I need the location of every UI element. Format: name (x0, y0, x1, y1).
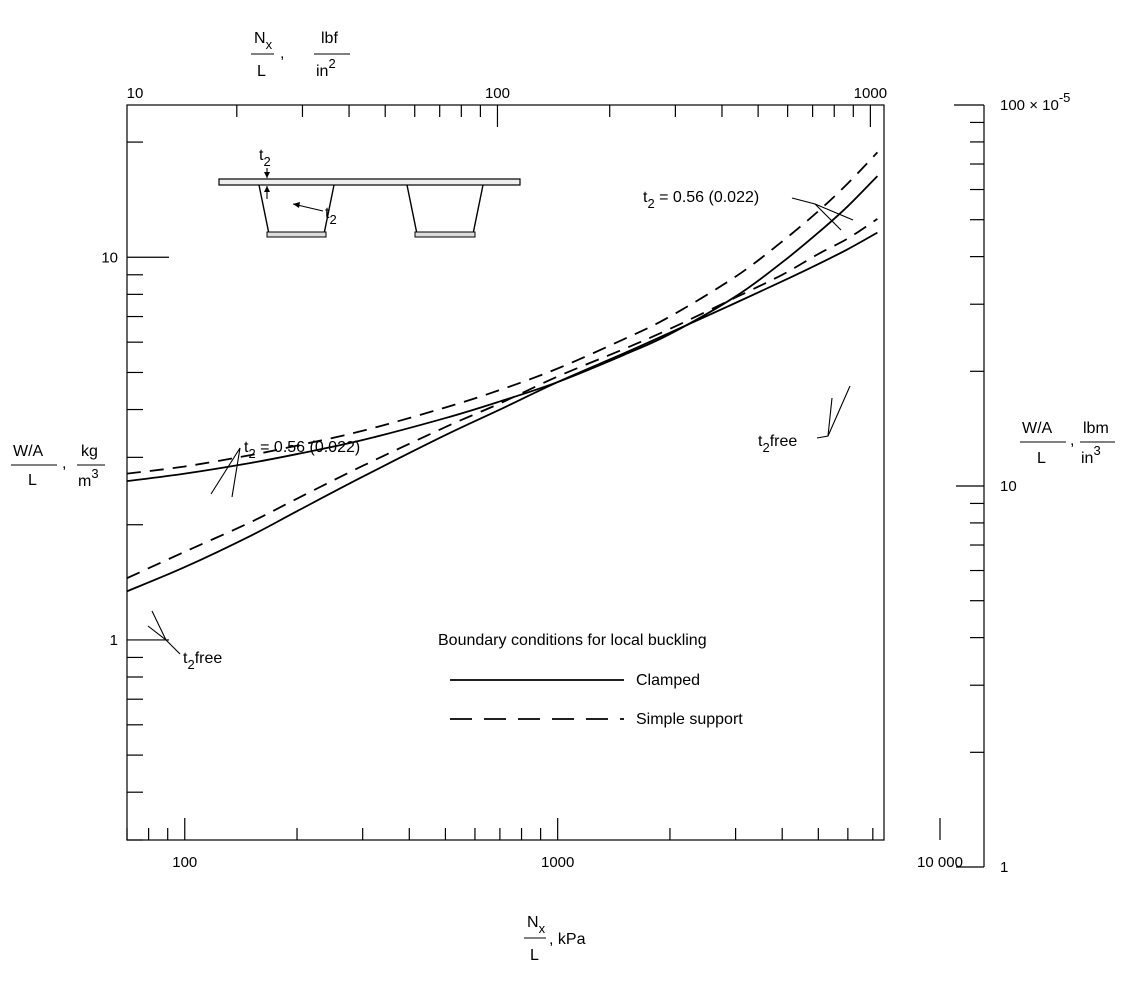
tick-labels-layer: 100 1000 10 000 10 100 1000 1 10 1 10 100 × 10-5 (101, 85, 1070, 876)
leader-lower-right-a (816, 385, 851, 439)
leader-upper-right-b (814, 203, 854, 221)
y-label-numerator: W/A (13, 443, 44, 460)
cross-section-diagram: t2 t2 (218, 147, 521, 238)
y-axis-label: W/A L , kg m3 (11, 443, 105, 490)
inset-arrowhead-bottom (264, 186, 270, 192)
right-tick-label: 1 (1000, 859, 1008, 876)
curves-layer (126, 151, 879, 593)
legend-title: Boundary conditions for local buckling (438, 632, 707, 649)
top-tick-label: 10 (127, 85, 144, 102)
top-tick-label: 1000 (854, 85, 887, 102)
right-tick-label: 100 × 10-5 (1000, 90, 1070, 114)
legend: Boundary conditions for local buckling C… (438, 632, 743, 728)
annotation-lower-right: t2free (758, 433, 797, 455)
annotation-lower-left: t2free (183, 650, 222, 672)
x-label-numerator: Nx (527, 914, 546, 936)
legend-label-simple-support: Simple support (636, 711, 743, 728)
top-label-comma: , (280, 45, 284, 62)
inset-arrowhead-top (264, 172, 270, 178)
left-cap (266, 231, 327, 238)
ticks-layer (126, 104, 984, 868)
leader-lower-right-b (827, 397, 833, 437)
x-label-unit: , kPa (549, 931, 586, 948)
legend-label-clamped: Clamped (636, 672, 700, 689)
series-line-2-dashed (126, 151, 879, 475)
y-tick-label: 1 (110, 632, 118, 649)
x-label-denominator: L (530, 947, 539, 964)
top-label-unit-num: lbf (321, 30, 338, 47)
series-line-4-dashed (126, 218, 878, 579)
x-tick-label: 100 (172, 854, 197, 871)
right-hat (406, 184, 484, 235)
top-label-numerator: Nx (254, 30, 273, 52)
inset-top-label: t2 (259, 147, 271, 169)
series-line-3-solid (126, 231, 878, 593)
y-label-unit-num: kg (81, 443, 98, 460)
right-label-comma: , (1070, 432, 1074, 449)
top-axis-label: Nx L , lbf in2 (251, 30, 350, 80)
right-label-unit-num: lbm (1083, 420, 1109, 437)
leader-upper-left-b (231, 447, 241, 498)
top-skin (218, 178, 521, 186)
right-label-numerator: W/A (1022, 420, 1053, 437)
y-label-unit-den: m3 (78, 466, 99, 490)
top-label-unit-den: in2 (316, 56, 336, 80)
right-label-denominator: L (1037, 450, 1046, 467)
y-tick-label: 10 (101, 249, 118, 266)
annotations: t2 = 0.56 (0.022) t2 = 0.56 (0.022) t2fr… (147, 189, 854, 672)
series-line-1-solid (126, 175, 879, 483)
x-tick-label: 1000 (541, 854, 574, 871)
y-label-denominator: L (28, 472, 37, 489)
x-axis-label: Nx L , kPa (524, 914, 586, 964)
annotation-upper-left: t2 = 0.56 (0.022) (244, 439, 360, 461)
right-axis-label: W/A L , lbm in3 (1020, 420, 1115, 467)
right-cap (414, 231, 476, 238)
annotation-upper-right: t2 = 0.56 (0.022) (643, 189, 759, 211)
leader-upper-right-a (791, 197, 842, 231)
top-label-denominator: L (257, 63, 266, 80)
y-label-comma: , (62, 455, 66, 472)
inset-arrowhead-side (293, 202, 300, 208)
right-label-unit-den: in3 (1081, 443, 1101, 467)
right-tick-label: 10 (1000, 478, 1017, 495)
leader-upper-left-a (210, 447, 241, 495)
top-tick-label: 100 (485, 85, 510, 102)
left-hat (258, 184, 335, 235)
inset-side-label: t2 (325, 205, 337, 227)
leader-lower-left-b (151, 610, 167, 641)
x-tick-label: 10 000 (917, 854, 963, 871)
plot-frame (126, 104, 885, 841)
